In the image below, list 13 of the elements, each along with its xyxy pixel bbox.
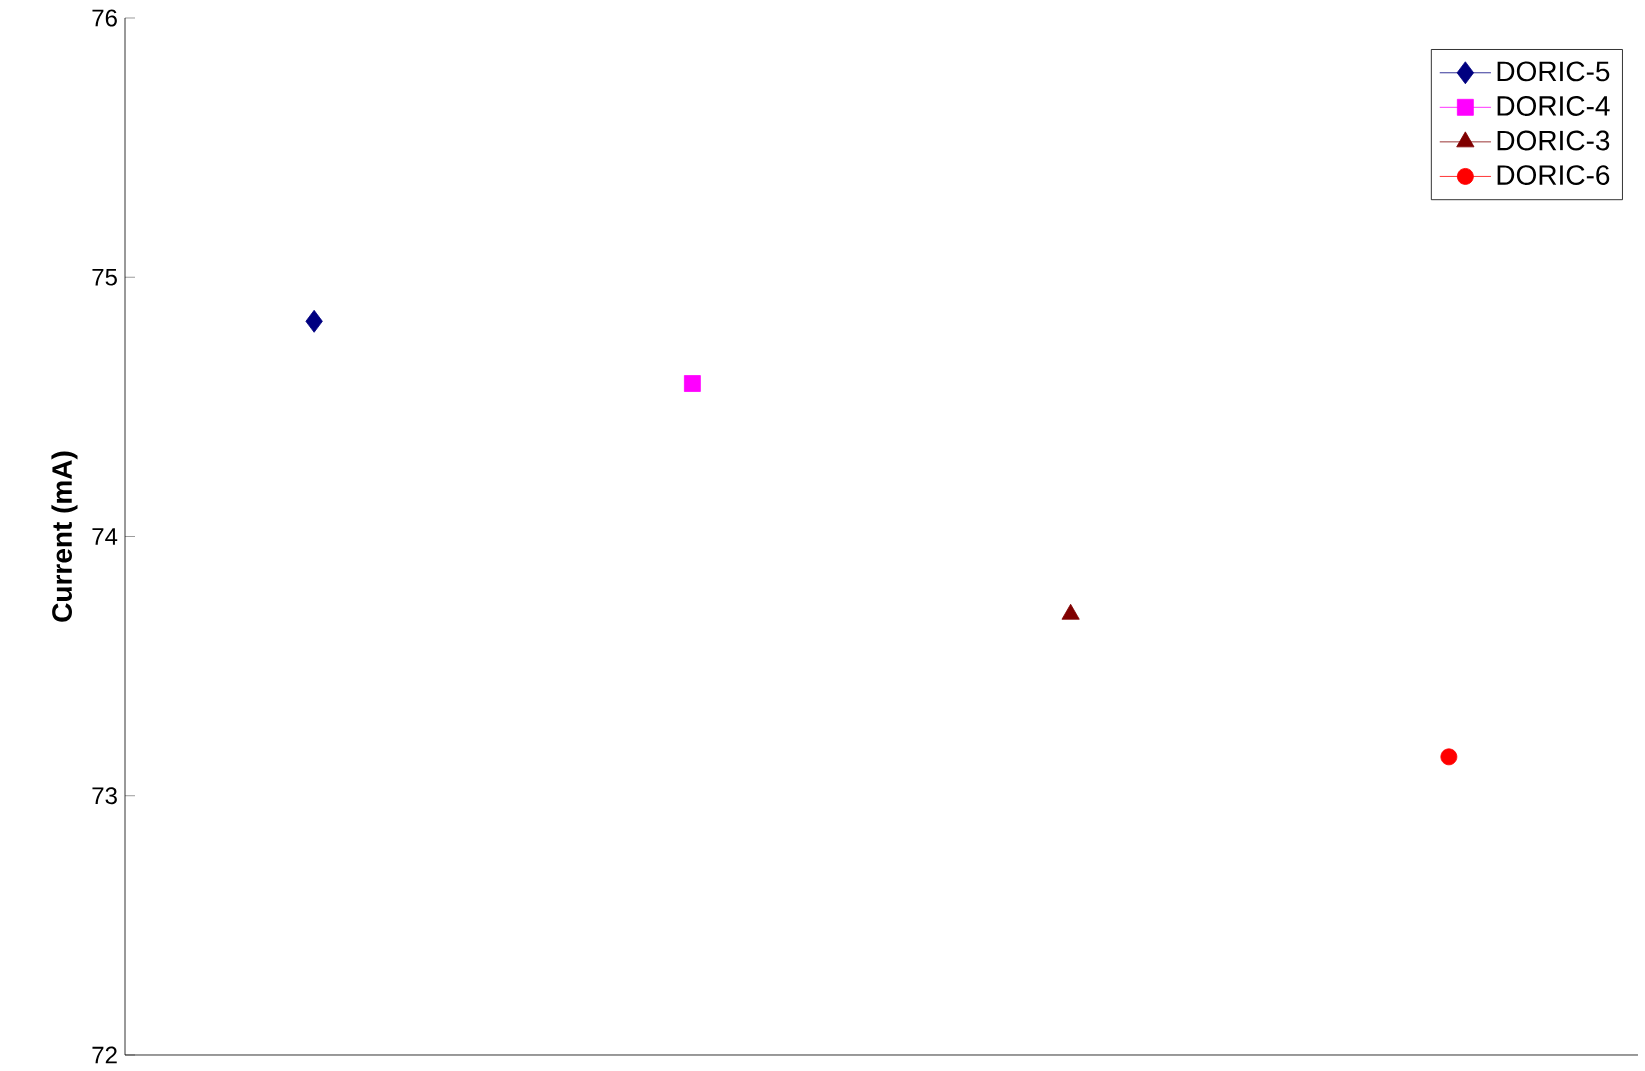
y-axis-title: Current (mA): [51, 451, 78, 622]
legend-label: DORIC-6: [1497, 165, 1610, 185]
legend-label: DORIC-3: [1497, 130, 1610, 151]
legend-label: DORIC-5: [1497, 61, 1610, 82]
point: [1440, 748, 1458, 766]
point: [305, 309, 323, 333]
y-tick-label: 75: [92, 268, 117, 286]
y-tick-label: 73: [92, 787, 117, 805]
legend-label: DORIC-4: [1497, 96, 1610, 116]
point: [683, 375, 701, 392]
y-tick-label: 72: [92, 1046, 117, 1064]
y-tick-label: 74: [92, 528, 118, 545]
y-tick-label: 76: [92, 9, 117, 27]
